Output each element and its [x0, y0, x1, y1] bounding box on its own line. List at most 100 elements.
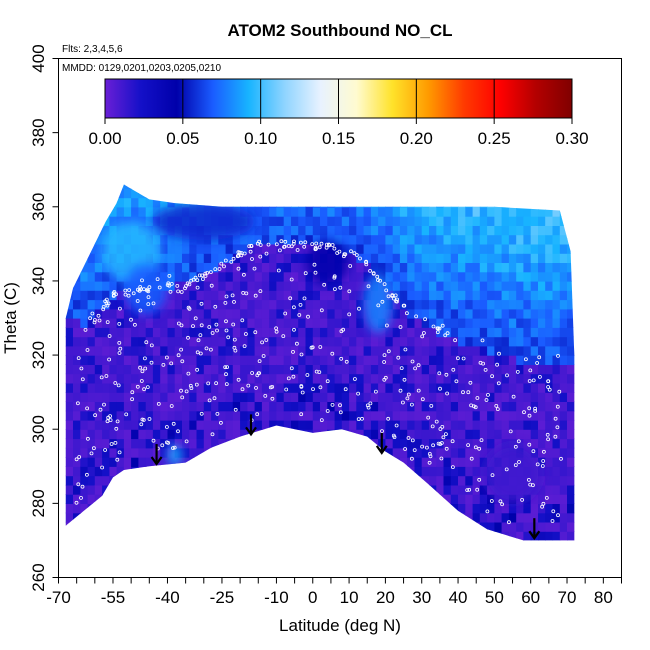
sample-point: [230, 293, 235, 298]
colorbar-tick-label: 0.20: [400, 129, 433, 148]
field-cell: [552, 484, 561, 495]
field-cell: [87, 466, 96, 477]
sample-point: [516, 439, 521, 444]
sample-point: [101, 304, 106, 309]
field-cell: [109, 373, 118, 384]
field-cell: [414, 271, 423, 282]
field-cell: [254, 216, 263, 226]
field-cell: [341, 373, 350, 384]
sample-point: [206, 381, 211, 386]
field-cell: [167, 327, 176, 338]
field-cell: [138, 345, 147, 356]
field-cell: [87, 290, 96, 301]
field-cell: [196, 401, 205, 412]
field-cell: [559, 447, 568, 458]
sample-point: [559, 456, 563, 461]
field-cell: [487, 327, 495, 338]
sample-point: [354, 253, 359, 257]
field-cell: [305, 290, 314, 301]
field-cell: [211, 410, 219, 421]
sample-point: [318, 385, 323, 390]
field-cell: [458, 457, 466, 467]
field-cell: [291, 392, 299, 402]
field-cell: [65, 308, 74, 319]
sample-point: [241, 290, 246, 295]
sample-point: [495, 407, 500, 412]
field-cell: [240, 410, 248, 421]
field-cell: [276, 345, 285, 356]
sample-point: [409, 456, 414, 461]
field-cell: [508, 531, 517, 541]
field-cell: [487, 216, 495, 226]
field-cell: [182, 290, 190, 301]
sample-point: [513, 444, 518, 449]
field-cell: [530, 447, 539, 458]
field-cell: [269, 262, 278, 273]
field-cell: [574, 503, 575, 514]
field-cell: [269, 225, 278, 236]
field-cell: [378, 234, 386, 245]
field-cell: [523, 262, 532, 273]
sample-point: [297, 313, 302, 317]
field-cell: [152, 382, 161, 393]
sample-point: [264, 338, 269, 342]
field-cell: [458, 373, 466, 384]
sample-point: [325, 409, 330, 413]
field-cell: [472, 355, 481, 365]
field-cell: [269, 243, 278, 254]
field-cell: [538, 392, 546, 402]
field-cell: [407, 419, 416, 430]
field-cell: [501, 318, 510, 328]
field-cell: [574, 521, 575, 532]
field-cell: [552, 355, 561, 365]
field-cell: [160, 364, 169, 375]
field-cell: [508, 401, 517, 412]
field-cell: [320, 410, 328, 421]
field-cell: [131, 355, 139, 365]
field-cell: [160, 197, 169, 208]
field-cell: [94, 447, 103, 458]
field-cell: [261, 234, 270, 245]
sample-point: [113, 440, 118, 445]
field-cell: [131, 438, 139, 449]
field-cell: [160, 457, 169, 467]
field-cell: [574, 466, 575, 477]
field-cell: [407, 457, 416, 467]
field-cell: [559, 355, 568, 365]
field-cell: [65, 336, 74, 347]
sample-point: [195, 350, 200, 355]
sample-point: [188, 383, 193, 388]
field-cell: [385, 216, 394, 226]
field-cell: [131, 392, 139, 402]
sample-point: [469, 456, 474, 461]
field-cell: [545, 475, 554, 486]
sample-point: [209, 283, 214, 288]
field-cell: [291, 280, 299, 291]
field-cell: [276, 271, 285, 282]
field-cell: [174, 392, 183, 402]
field-cell: [545, 503, 554, 514]
field-cell: [494, 364, 503, 375]
field-cell: [87, 475, 96, 486]
field-cell: [479, 206, 488, 217]
field-cell: [407, 392, 416, 402]
field-cell: [312, 392, 321, 402]
field-cell: [211, 336, 219, 347]
sample-point: [298, 302, 303, 307]
field-cell: [80, 447, 89, 458]
field-cell: [182, 243, 190, 254]
field-cell: [189, 401, 198, 412]
field-cell: [545, 419, 554, 430]
field-cell: [87, 280, 96, 291]
field-cell: [189, 447, 198, 458]
field-cell: [385, 382, 394, 393]
field-cell: [465, 271, 474, 282]
field-cell: [479, 447, 488, 458]
field-cell: [152, 401, 161, 412]
sample-point: [176, 429, 180, 434]
field-cell: [182, 327, 190, 338]
field-cell: [305, 355, 314, 365]
field-cell: [189, 438, 198, 449]
field-cell: [567, 484, 575, 495]
field-cell: [291, 234, 299, 245]
